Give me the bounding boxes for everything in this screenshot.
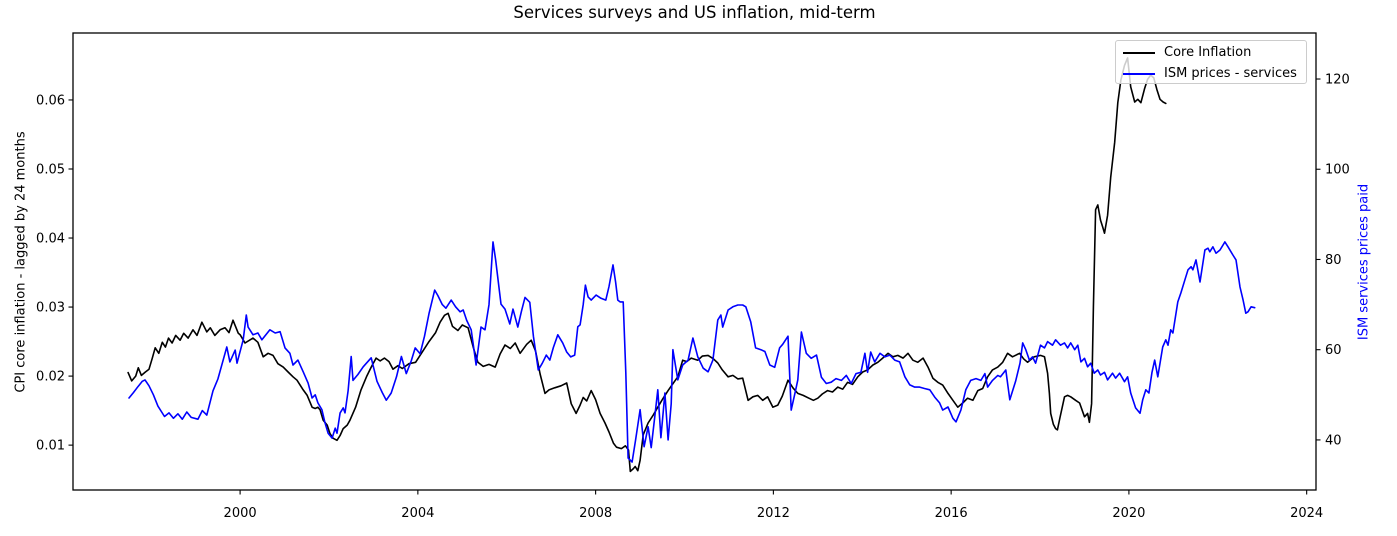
legend: Core Inflation ISM prices - services: [1115, 40, 1307, 84]
y-left-tick-label: 0.06: [36, 93, 65, 108]
y-right-tick-label: 60: [1325, 343, 1342, 358]
series-line-ism-prices-services: [128, 241, 1256, 463]
y-right-tick-label: 120: [1325, 73, 1350, 88]
x-axis-tick-label: 2012: [757, 506, 790, 521]
y-left-tick-label: 0.05: [36, 162, 65, 177]
core-inflation-line-sample-icon: [1123, 51, 1155, 54]
y-left-tick-label: 0.03: [36, 301, 65, 316]
legend-label: Core Inflation: [1164, 45, 1252, 60]
legend-item-core-inflation: Core Inflation: [1123, 42, 1306, 63]
x-axis-tick-label: 2008: [579, 506, 612, 521]
y-right-tick-label: 100: [1325, 163, 1350, 178]
x-axis-tick-label: 2004: [401, 506, 434, 521]
x-axis-tick-label: 2020: [1112, 506, 1145, 521]
ism-prices-line-sample-icon: [1123, 72, 1155, 75]
x-axis-tick-label: 2000: [224, 506, 257, 521]
x-axis-tick-label: 2024: [1290, 506, 1323, 521]
y-left-tick-label: 0.01: [36, 439, 65, 454]
chart-title: Services surveys and US inflation, mid-t…: [513, 3, 876, 22]
y-left-tick-label: 0.02: [36, 370, 65, 385]
series-line-core-inflation: [127, 57, 1167, 473]
plot-frame: [72, 32, 1317, 491]
legend-label: ISM prices - services: [1164, 66, 1297, 81]
y-right-tick-label: 80: [1325, 253, 1342, 268]
legend-item-ism-prices-services: ISM prices - services: [1123, 63, 1306, 84]
y-left-tick-label: 0.04: [36, 232, 65, 247]
x-axis-tick-label: 2016: [935, 506, 968, 521]
y-right-tick-label: 40: [1325, 433, 1342, 448]
